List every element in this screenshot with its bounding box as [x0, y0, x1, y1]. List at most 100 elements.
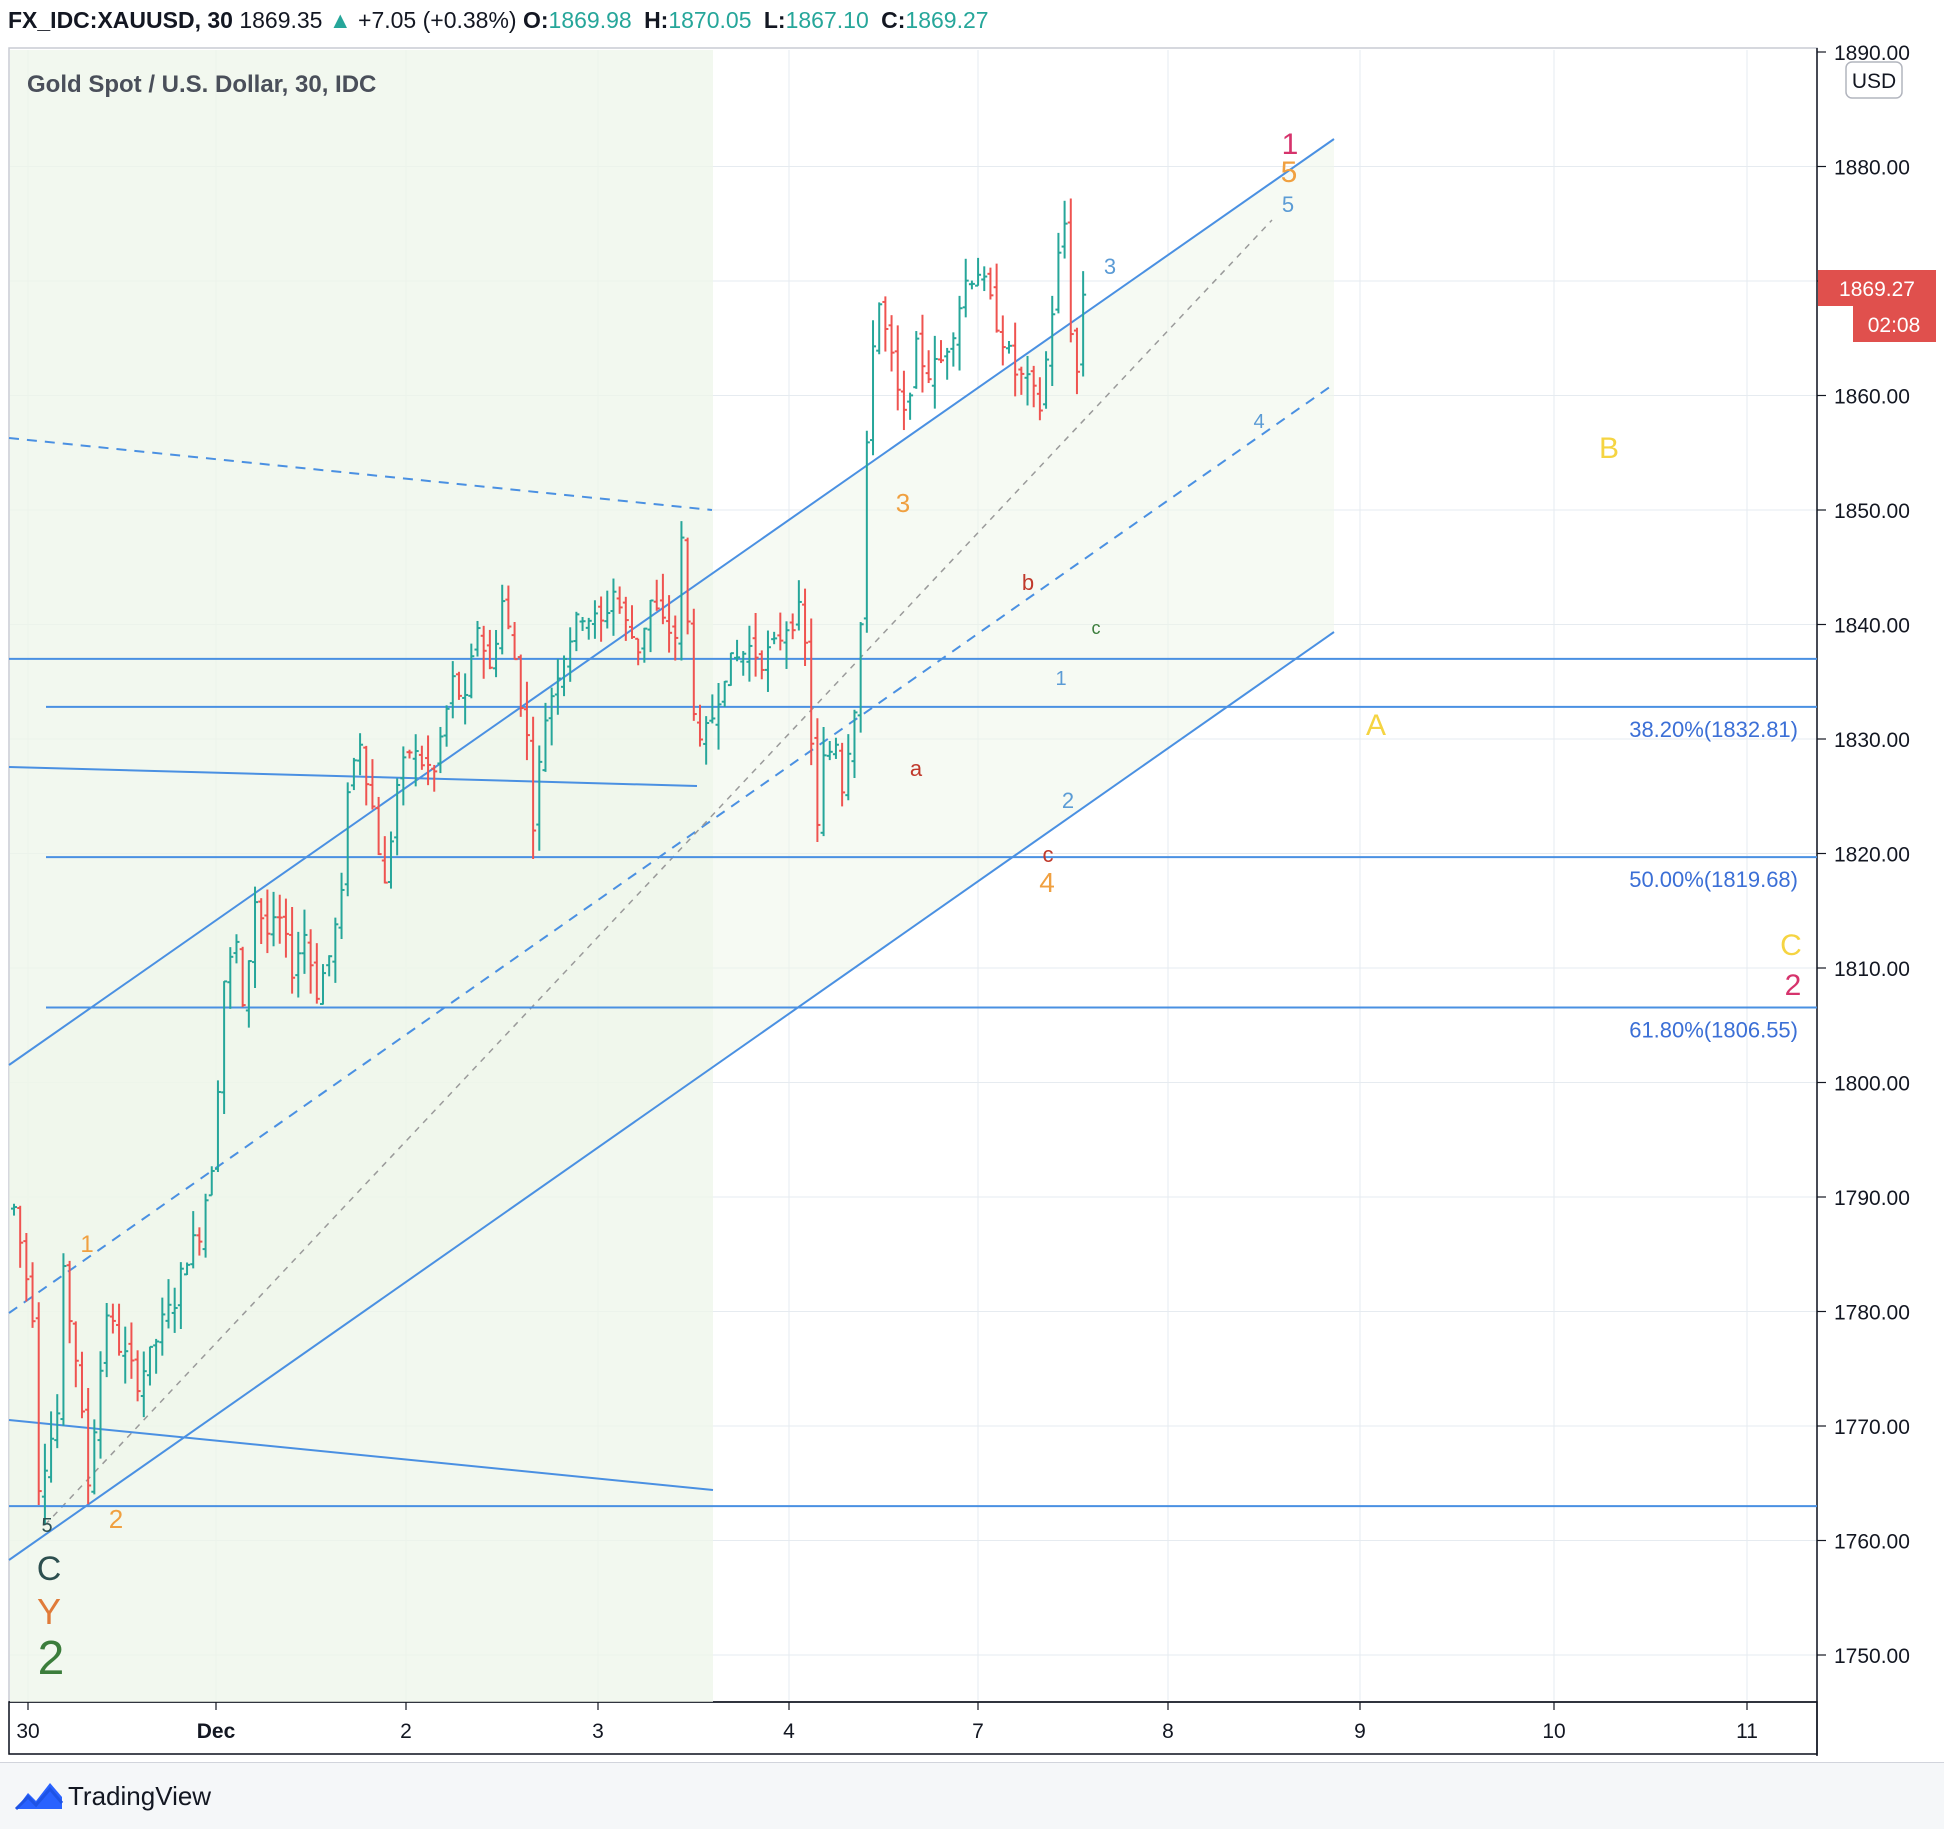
ohlc-bar [48, 1411, 55, 1483]
fib-level-label: 61.80%(1806.55) [1629, 1018, 1798, 1043]
ohlc-bar [1049, 295, 1056, 387]
ohlc-bar [709, 694, 716, 724]
wave-label-small-5: 5 [41, 1515, 52, 1537]
diagonal-dashed-line [44, 219, 1273, 1526]
ohlc-bar [635, 637, 642, 666]
ohlc-bar [11, 1203, 17, 1216]
symbol-label[interactable]: FX_IDC:XAUUSD, 30 [8, 7, 233, 33]
ohlc-bar [629, 605, 635, 639]
ohlc-bar [795, 580, 802, 631]
ohlc-bar [313, 943, 320, 1004]
close-label: C: [881, 7, 906, 33]
ohlc-bar [752, 612, 759, 677]
high-value: 1870.05 [668, 7, 752, 33]
currency-label[interactable]: USD [1852, 70, 1896, 93]
price-tick-label: 1800.00 [1834, 1073, 1910, 1096]
ohlc-bar [851, 709, 858, 779]
tradingview-brand[interactable]: TradingView [68, 1781, 212, 1811]
ohlc-bar [394, 778, 401, 856]
price-tick-label: 1850.00 [1834, 500, 1910, 523]
price-tick-label: 1830.00 [1834, 729, 1910, 752]
price-tick-label: 1760.00 [1834, 1531, 1910, 1554]
ohlc-bar [443, 705, 450, 747]
ohlc-bar [591, 600, 598, 639]
ohlc-bar [17, 1205, 24, 1268]
symbol-header: FX_IDC:XAUUSD, 30 1869.35 ▲ +7.05 (+0.38… [8, 2, 995, 38]
wave-label-B: B [1599, 432, 1619, 465]
currency-button-frame[interactable] [1845, 61, 1903, 99]
ohlc-bar [344, 782, 351, 897]
ohlc-bar [579, 616, 586, 631]
wave-label-Y: Y [37, 1591, 61, 1632]
ohlc-bar [956, 295, 963, 371]
ohlc-bar [721, 680, 728, 707]
ohlc-bar [548, 687, 555, 746]
ohlc-bar [60, 1253, 67, 1426]
ohlc-bar [820, 726, 827, 837]
ohlc-bar [523, 681, 530, 761]
ohlc-bar [1024, 355, 1031, 406]
ohlc-bar [1067, 198, 1074, 343]
last-price-badge-bg [1818, 270, 1936, 306]
ohlc-bar [882, 296, 889, 352]
ohlc-bar [839, 742, 846, 807]
price-tick-label: 1820.00 [1834, 844, 1910, 867]
ohlc-bar [567, 627, 574, 682]
ohlc-bar [684, 537, 691, 635]
ohlc-bar [845, 734, 852, 801]
last-price-badge: 1869.27 [1839, 278, 1915, 301]
ohlc-bar [511, 621, 518, 661]
ohlc-bar [1005, 340, 1012, 354]
ohlc-bar [499, 584, 506, 655]
ohlc-bar [944, 347, 951, 380]
tradingview-logo-icon[interactable] [14, 1779, 64, 1813]
ohlc-bar [153, 1338, 160, 1374]
ohlc-bar [764, 630, 771, 692]
ohlc-bar [301, 909, 308, 974]
ohlc-bar [530, 716, 537, 860]
fib-level-label: 50.00%(1819.68) [1629, 867, 1798, 892]
channel-lower-line [8, 631, 1335, 1561]
ohlc-bar [134, 1350, 141, 1402]
ohlc-bar [746, 625, 753, 682]
dashed-descending-line [8, 437, 713, 511]
ohlc-bar [1043, 351, 1050, 409]
ohlc-bar [1030, 365, 1037, 408]
wave-label-pink-1: 1 [1282, 128, 1299, 161]
up-triangle-icon: ▲ [328, 7, 352, 33]
price-tick-label: 1880.00 [1834, 157, 1910, 180]
channel-fill [9, 139, 1334, 1560]
ohlc-bar [326, 955, 333, 977]
sloped-lower-line [8, 1419, 714, 1491]
ohlc-bar [919, 314, 926, 393]
wave-label-C-teal: C [37, 1550, 62, 1588]
ohlc-bar [653, 579, 660, 611]
open-value: 1869.98 [548, 7, 632, 33]
ohlc-bar [672, 615, 679, 661]
ohlc-bar [950, 332, 957, 367]
ohlc-bar [814, 718, 821, 842]
fib-labels: 38.20%(1832.81) 50.00%(1819.68) 61.80%(180… [1629, 717, 1798, 1043]
ohlc-bar [165, 1279, 172, 1329]
ohlc-bar [493, 629, 500, 678]
ohlc-bar [214, 1080, 221, 1172]
wave-label-blue-4: 4 [1253, 411, 1264, 433]
ohlc-bar [406, 749, 413, 759]
countdown-badge-bg [1853, 306, 1936, 342]
ohlc-bar [140, 1351, 147, 1418]
ohlc-bar [400, 746, 407, 806]
time-tick-label: 9 [1354, 1720, 1366, 1743]
ohlc-bar [109, 1303, 116, 1334]
drawing-lines [8, 138, 1817, 1561]
ohlc-bar [480, 625, 487, 679]
ohlc-bar [666, 595, 673, 653]
ohlc-bar [431, 764, 438, 792]
time-tick-label: 7 [972, 1720, 984, 1743]
ohlc-bar [264, 889, 271, 954]
ohlc-bar [981, 266, 988, 292]
ohlc-bar [610, 578, 617, 636]
time-tick-label: 11 [1736, 1720, 1758, 1743]
price-tick-label: 1790.00 [1834, 1187, 1910, 1210]
ohlc-bar [276, 894, 283, 944]
